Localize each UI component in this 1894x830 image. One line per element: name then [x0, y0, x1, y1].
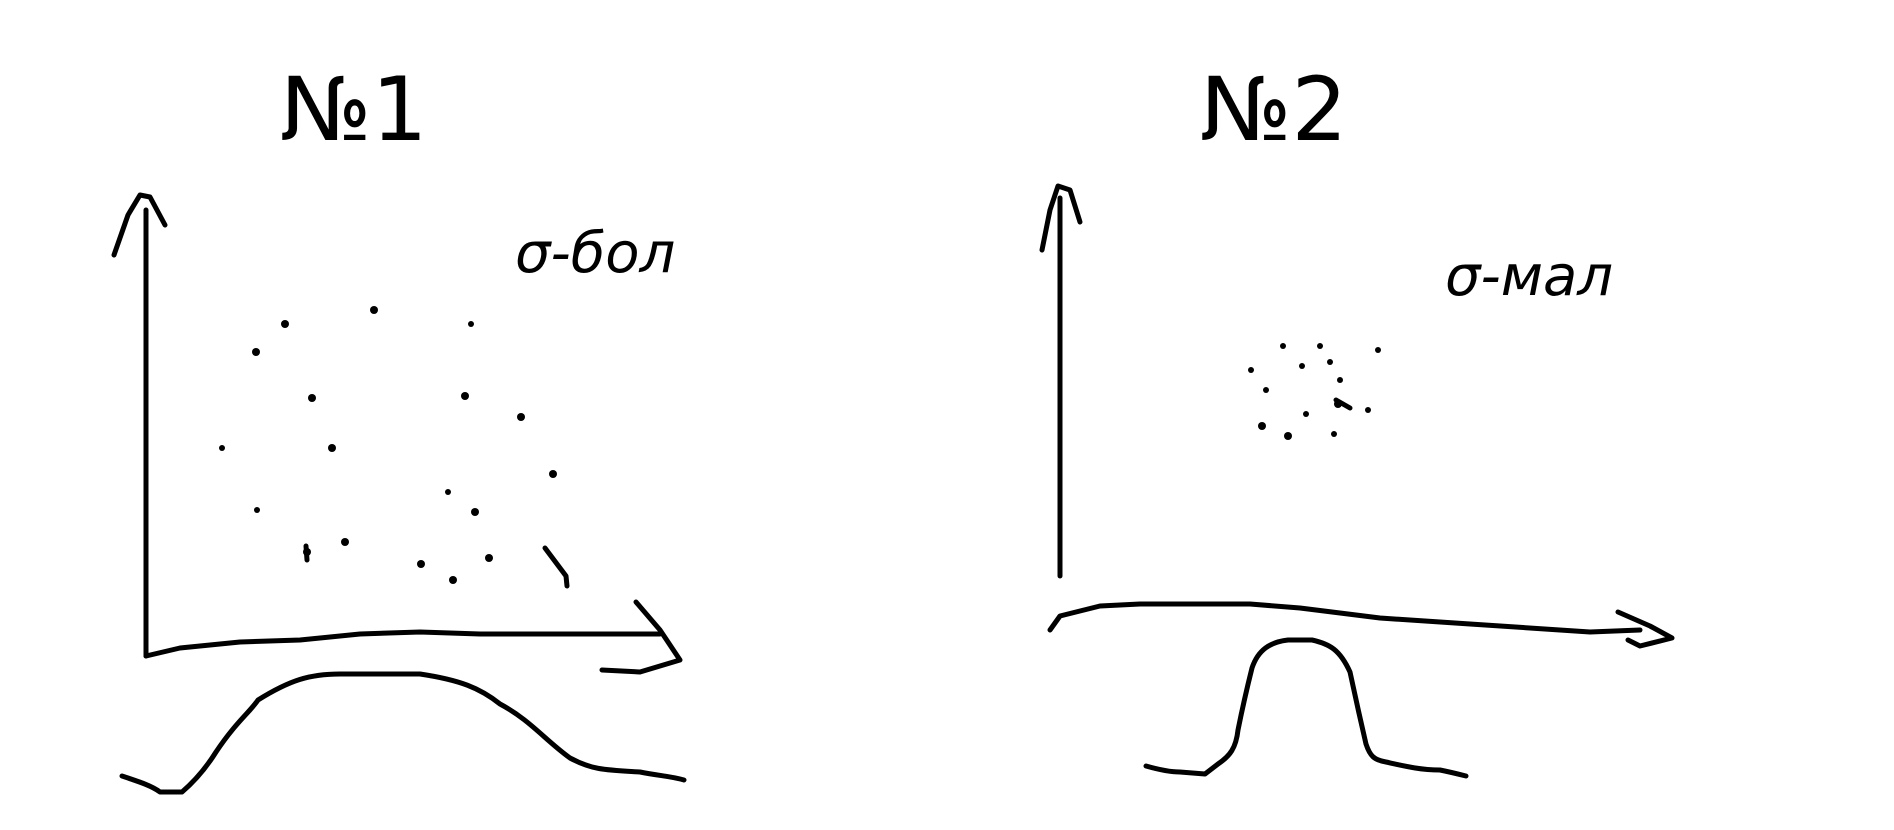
panel-2-point: [1248, 367, 1254, 373]
panel-2-distribution-curve: [1143, 637, 1469, 779]
panel-2-scatter: [1248, 343, 1381, 440]
panel-1-point: [461, 392, 469, 400]
panel-1-note: σ-бол: [515, 221, 675, 286]
panel-1-distribution-curve: [119, 671, 687, 795]
panel-2-point: [1258, 422, 1266, 430]
panel-2: №2 σ-мал: [1039, 58, 1675, 779]
panel-1-x-arrowhead: [599, 599, 683, 675]
panel-2-point: [1327, 359, 1333, 365]
panel-1-point: [303, 543, 310, 563]
panel-1-point: [445, 489, 451, 495]
panel-2-point: [1303, 411, 1309, 417]
panel-1-point: [417, 560, 425, 568]
panel-2-point: [1299, 363, 1305, 369]
panel-1-scatter: [219, 306, 570, 589]
panel-2-x-axis: [1047, 601, 1643, 635]
panel-1-point: [252, 348, 260, 356]
panel-1-point: [468, 321, 474, 327]
panel-1-point: [370, 306, 378, 314]
panel-2-point: [1331, 431, 1337, 437]
panel-2-point: [1375, 347, 1381, 353]
panel-1-point: [341, 538, 349, 546]
panel-2-x-arrowhead: [1615, 609, 1675, 649]
panel-1-point: [471, 508, 479, 516]
panel-2-point: [1365, 407, 1371, 413]
panel-1-x-axis: [143, 629, 663, 659]
panel-1-point: [549, 470, 557, 478]
panel-1-point: [328, 444, 336, 452]
panel-2-point: [1337, 377, 1343, 383]
panel-1-point: [281, 320, 289, 328]
panel-2-note: σ-мал: [1445, 244, 1613, 309]
panel-1-point: [542, 545, 570, 589]
panel-1-point: [485, 554, 493, 562]
panel-1-title: №1: [280, 58, 428, 161]
panel-2-y-arrowhead: [1039, 183, 1083, 253]
panel-2-point: [1284, 432, 1292, 440]
panel-2-point: [1280, 343, 1286, 349]
panel-1-point: [308, 394, 316, 402]
panel-2-point: [1263, 387, 1269, 393]
panel-2-title: №2: [1200, 58, 1348, 161]
panel-1: №1 σ-бол: [111, 58, 687, 795]
panel-1-point: [254, 507, 260, 513]
panel-1-point: [517, 413, 525, 421]
panel-1-point: [219, 445, 225, 451]
panel-1-y-arrowhead: [111, 192, 168, 258]
panel-2-point: [1317, 343, 1323, 349]
panel-1-point: [449, 576, 457, 584]
panel-2-point: [1333, 397, 1353, 411]
